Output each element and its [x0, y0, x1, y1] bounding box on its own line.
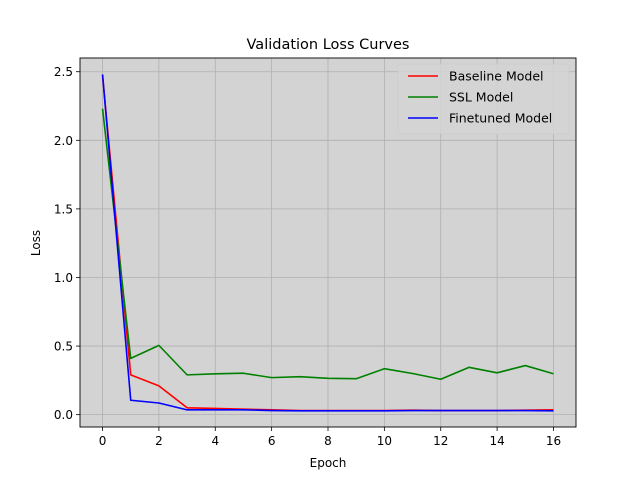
legend-label-baseline-model: Baseline Model [449, 69, 544, 84]
grid [80, 58, 576, 427]
series-line-finetuned-model [101, 74, 554, 412]
x-tick-label: 6 [268, 434, 276, 448]
y-axis: 0.0 0.5 1.0 1.5 2.0 2.5 [54, 65, 80, 422]
y-tick-label: 0.5 [54, 340, 73, 354]
series-layer [101, 74, 554, 412]
y-axis-label: Loss [29, 230, 43, 256]
x-tick-label: 0 [99, 434, 107, 448]
x-tick-label: 8 [324, 434, 332, 448]
x-tick-label: 14 [489, 434, 504, 448]
y-tick-label: 2.0 [54, 134, 73, 148]
x-tick-label: 16 [546, 434, 561, 448]
legend: Baseline Model SSL Model Finetuned Model [397, 63, 570, 135]
y-tick-label: 0.0 [54, 408, 73, 422]
x-tick-label: 12 [433, 434, 448, 448]
chart-title: Validation Loss Curves [247, 37, 410, 53]
series-line-ssl-model [101, 108, 554, 381]
y-tick-label: 1.0 [54, 271, 73, 285]
x-tick-label: 4 [211, 434, 219, 448]
x-axis-label: Epoch [310, 456, 347, 470]
x-tick-label: 2 [155, 434, 163, 448]
legend-label-ssl-model: SSL Model [449, 90, 513, 105]
legend-label-finetuned-model: Finetuned Model [449, 111, 552, 126]
x-tick-label: 10 [377, 434, 392, 448]
y-tick-label: 2.5 [54, 65, 73, 79]
x-axis: 0 2 4 6 8 10 12 14 16 [99, 427, 561, 448]
y-tick-label: 1.5 [54, 202, 73, 216]
legend-box [397, 63, 570, 135]
